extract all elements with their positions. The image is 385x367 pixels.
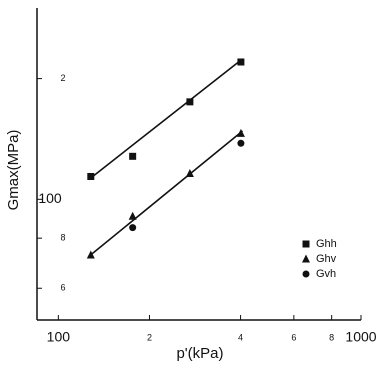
- y-axis-label: Gmax(MPa): [5, 130, 22, 211]
- point: [185, 168, 194, 177]
- fit-line: [88, 130, 244, 258]
- point: [237, 139, 245, 147]
- legend-marker: [302, 270, 310, 278]
- point: [128, 211, 137, 220]
- y-tick-label: 8: [60, 233, 65, 243]
- x-tick-label: 8: [329, 332, 334, 342]
- legend-label: Ghh: [316, 238, 337, 250]
- y-tick-label: 2: [60, 73, 65, 83]
- point: [236, 128, 245, 137]
- point: [237, 58, 245, 66]
- point: [129, 152, 137, 160]
- point: [129, 224, 137, 232]
- x-tick-label: 4: [238, 332, 243, 342]
- point: [86, 250, 95, 259]
- y-tick-label: 100: [38, 190, 62, 206]
- x-tick-label: 2: [147, 332, 152, 342]
- legend-label: Gvh: [316, 268, 336, 280]
- x-tick-label: 100: [47, 329, 71, 345]
- legend-marker: [302, 240, 310, 248]
- point: [186, 98, 194, 106]
- legend-label: Ghv: [316, 253, 337, 265]
- x-tick-label: 1000: [345, 329, 376, 345]
- x-tick-label: 6: [291, 332, 296, 342]
- x-axis-label: p'(kPa): [176, 345, 223, 362]
- y-tick-label: 6: [60, 283, 65, 293]
- fit-line: [88, 58, 244, 181]
- point: [87, 172, 95, 180]
- legend-marker: [302, 254, 310, 263]
